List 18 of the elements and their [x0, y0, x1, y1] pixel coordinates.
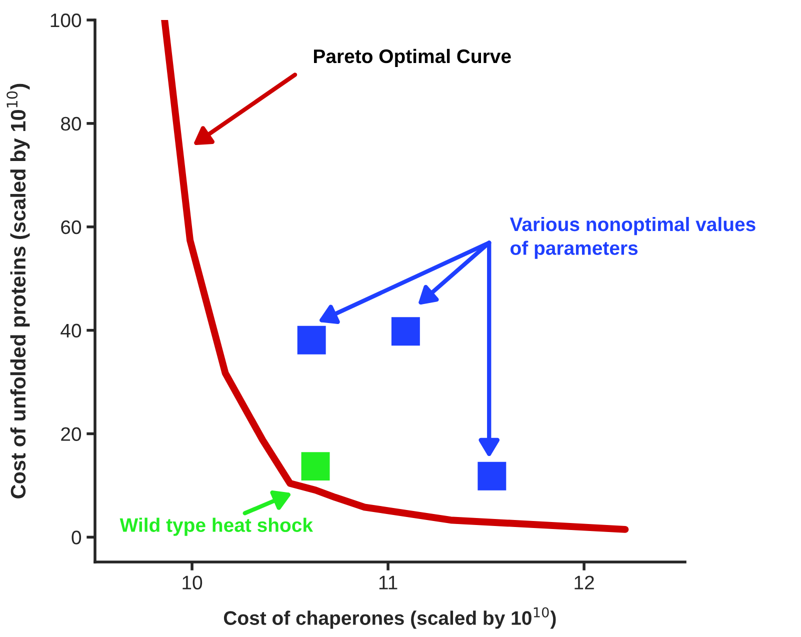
y-axis-title: Cost of unfolded proteins (scaled by 10$^{10}$) [6, 84, 30, 498]
y-tick-label: 80 [61, 116, 82, 131]
annotation: Pareto Optimal Curve [314, 48, 511, 68]
annotation: Wild type heat shock [120, 518, 314, 536]
y-tick-label: 100 [50, 13, 82, 28]
x-axis-title: Cost of chaperones (scaled by 10$^{10}$) [224, 607, 556, 629]
y-tick-label: 0 [72, 530, 82, 544]
point [297, 326, 326, 354]
point [391, 317, 420, 346]
point [478, 462, 506, 490]
y-tick-label: 20 [61, 427, 82, 441]
x-tick-label: 12 [574, 576, 594, 590]
y-tick-label: 60 [61, 220, 82, 234]
point [301, 452, 330, 481]
x-tick-label: 11 [379, 576, 398, 590]
y-tick-label: 40 [60, 324, 82, 338]
annotation: Various nonoptimal values of parameters [510, 216, 756, 259]
x-tick-label: 10 [182, 576, 202, 590]
